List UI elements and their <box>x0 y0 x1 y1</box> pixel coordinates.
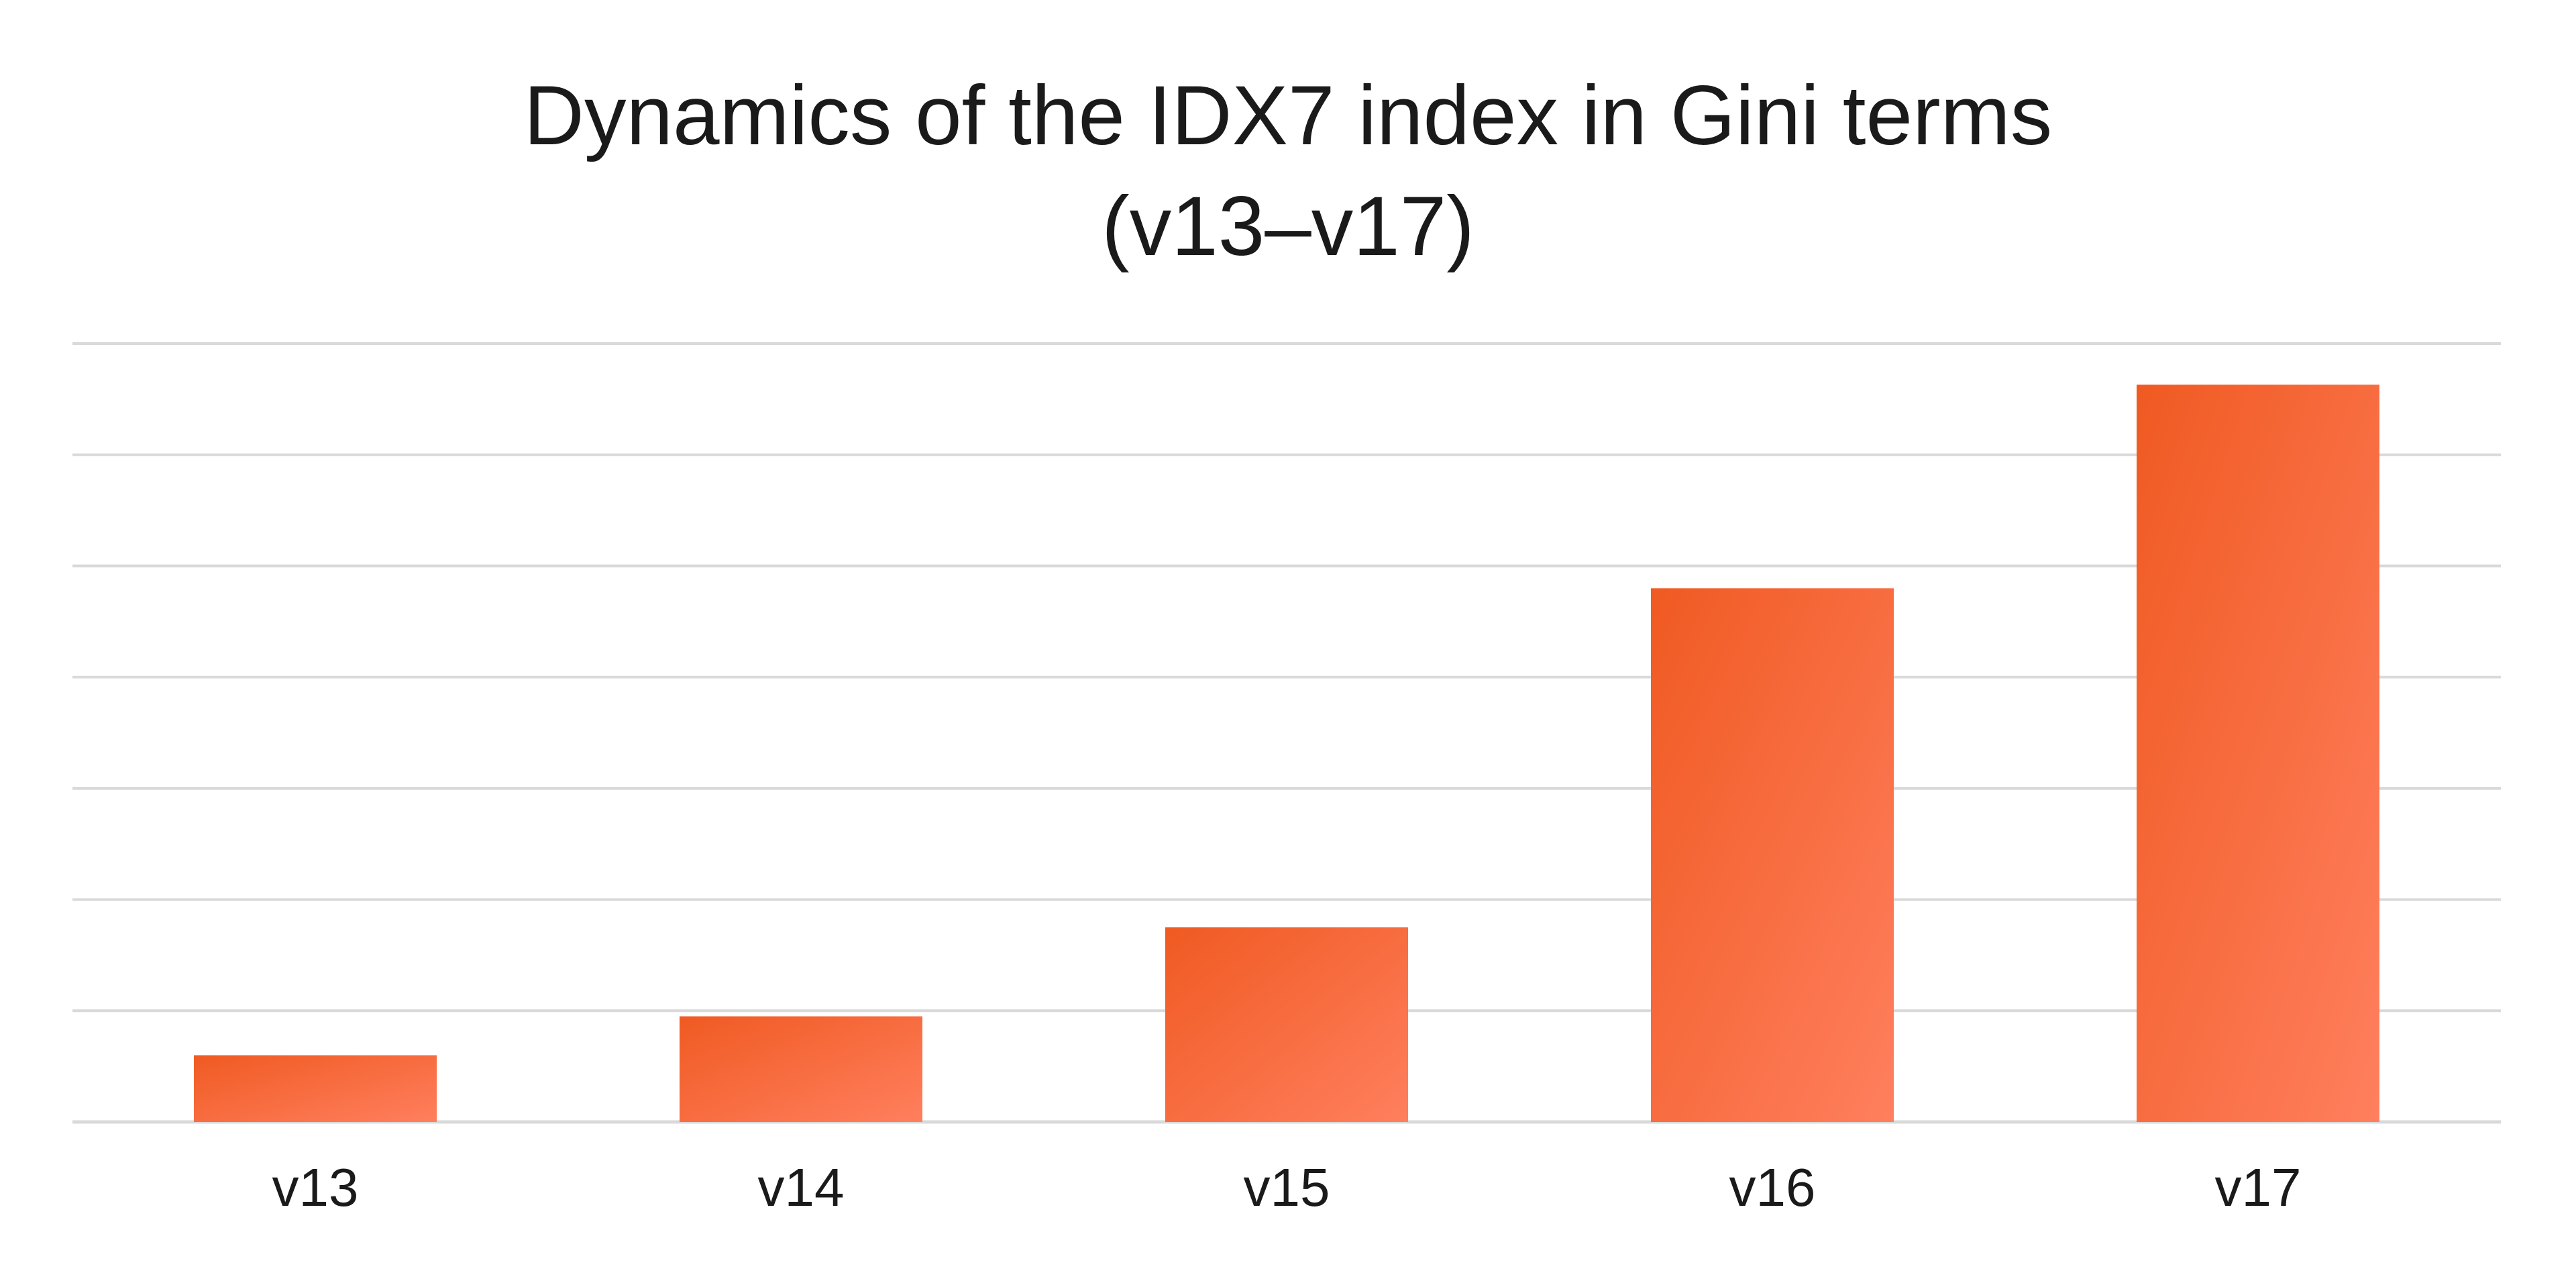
x-tick-label: v16 <box>1729 1158 1816 1217</box>
chart-title-line: Dynamics of the IDX7 index in Gini terms <box>523 69 2053 162</box>
bar-v13 <box>194 1055 437 1122</box>
chart-subtitle: (v13–v17) <box>1102 180 1474 273</box>
bar-v15 <box>1165 927 1408 1122</box>
x-tick-label: v13 <box>272 1158 359 1217</box>
bar-v17 <box>2137 384 2379 1123</box>
x-axis-labels: v13 v14 v15 v16 v17 <box>272 1158 2302 1217</box>
bar-v16 <box>1651 588 1894 1122</box>
bar-v14 <box>680 1016 922 1122</box>
x-tick-label: v15 <box>1244 1158 1330 1217</box>
x-tick-label: v17 <box>2215 1158 2302 1217</box>
bars <box>194 384 2379 1123</box>
chart-title: Dynamics of the IDX7 index in Gini terms… <box>0 60 2576 282</box>
gridlines <box>72 342 2501 1124</box>
x-tick-label: v14 <box>758 1158 845 1217</box>
